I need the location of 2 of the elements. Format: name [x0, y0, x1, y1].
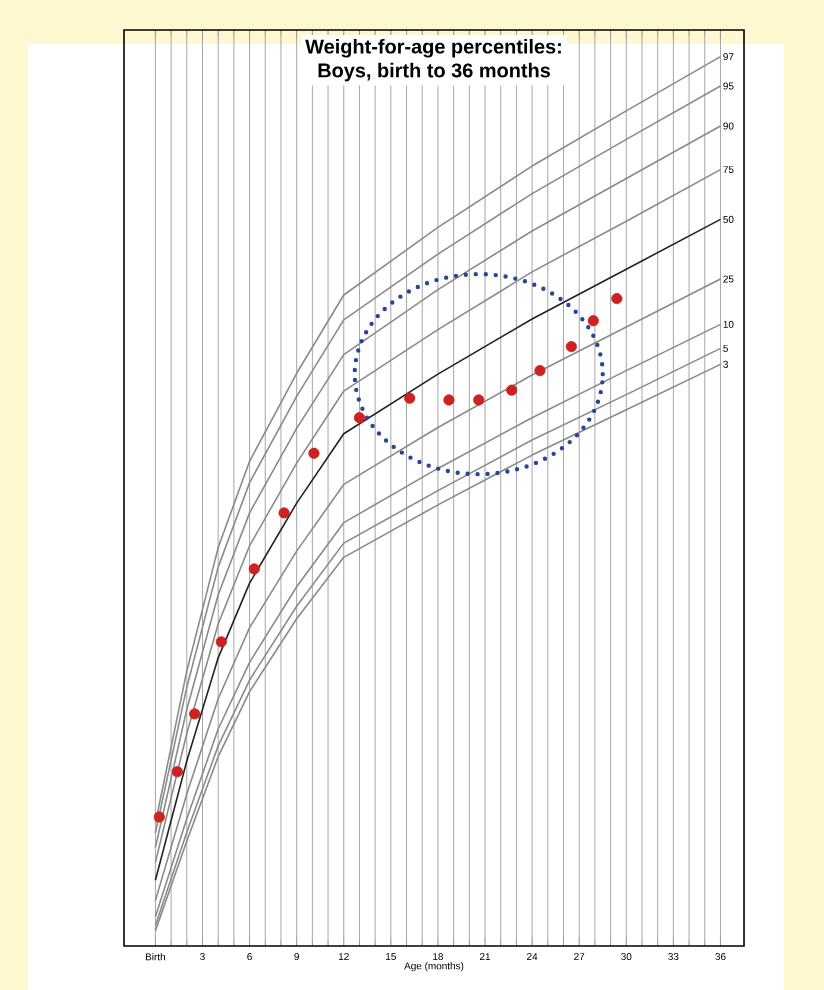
chart-subtitle: Boys, birth to 36 months	[318, 62, 550, 82]
chart-title: Weight-for-age percentiles:	[305, 38, 561, 58]
